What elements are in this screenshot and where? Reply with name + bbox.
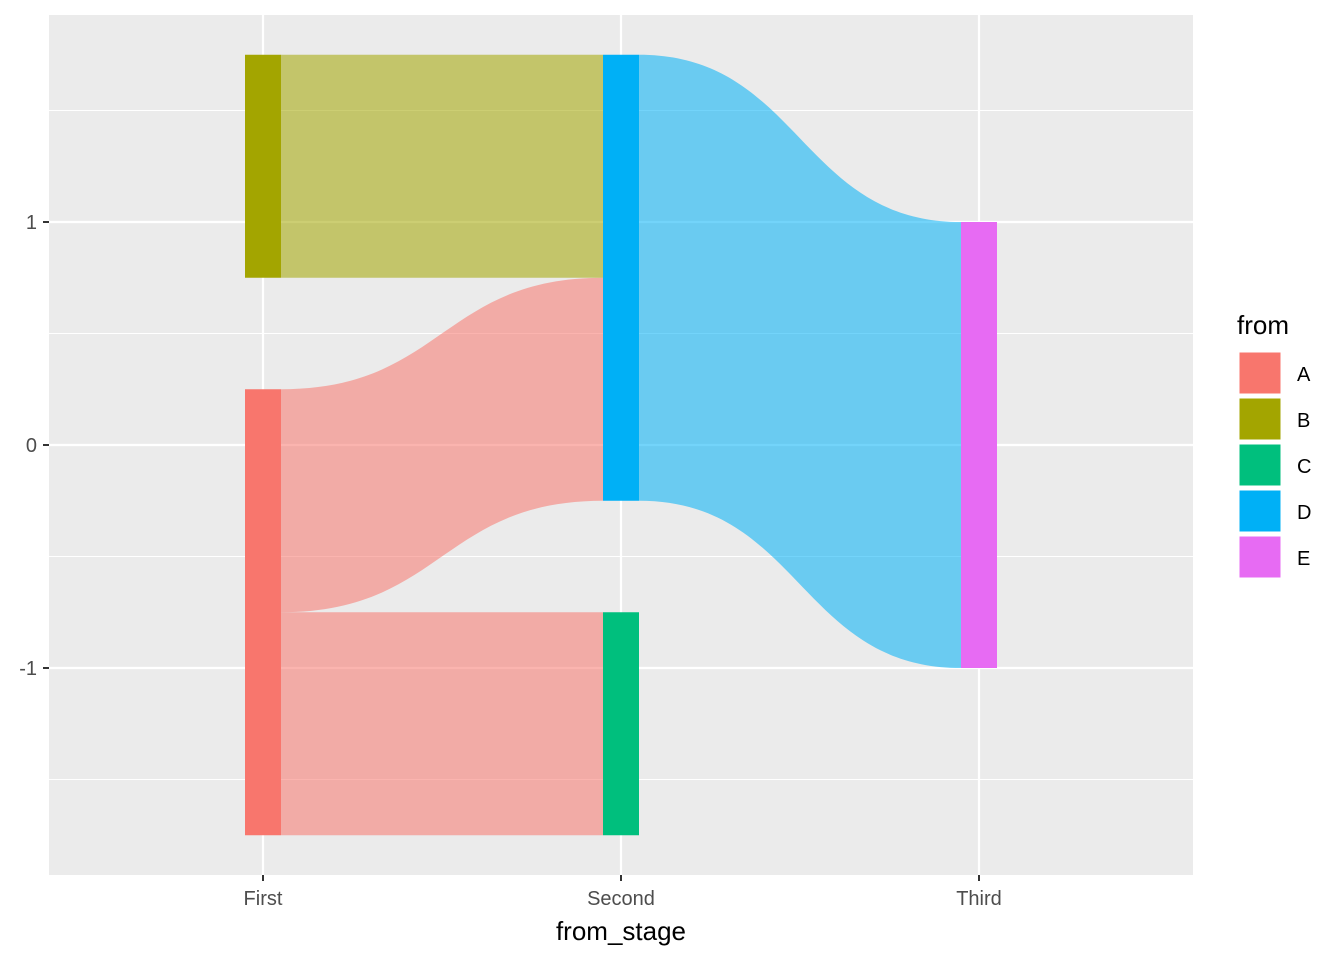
node-B (245, 54, 281, 278)
legend-label-C: C (1297, 456, 1311, 478)
nodes (245, 54, 997, 836)
legend-key-A (1238, 351, 1282, 395)
x-tick-label: Second (587, 888, 655, 910)
x-tick-label: Third (956, 888, 1002, 910)
y-axis: -1 0 1 (19, 212, 49, 680)
node-E (961, 222, 997, 668)
flow-A-D (281, 277, 603, 613)
y-tick-label: -1 (19, 658, 37, 680)
legend-key-E (1238, 535, 1282, 579)
x-tick-label: First (244, 888, 283, 910)
legend-key-D (1238, 489, 1282, 533)
legend-label-B: B (1297, 410, 1310, 432)
flow-D-E (639, 54, 961, 668)
x-axis: First Second Third (244, 875, 1002, 910)
legend: from A B C D E (1237, 310, 1311, 579)
legend-key-B (1238, 397, 1282, 441)
x-axis-title: from_stage (556, 916, 686, 946)
node-A (245, 389, 281, 836)
legend-label-A: A (1297, 364, 1311, 386)
legend-key-C (1238, 443, 1282, 487)
flow-A-C (281, 612, 603, 836)
legend-title: from (1237, 310, 1289, 340)
flow-B-D (281, 54, 603, 278)
flows (281, 54, 961, 836)
node-D (603, 54, 639, 501)
y-tick-label: 0 (26, 435, 37, 457)
y-tick-label: 1 (26, 212, 37, 234)
legend-label-E: E (1297, 548, 1310, 570)
legend-label-D: D (1297, 502, 1311, 524)
node-C (603, 612, 639, 836)
